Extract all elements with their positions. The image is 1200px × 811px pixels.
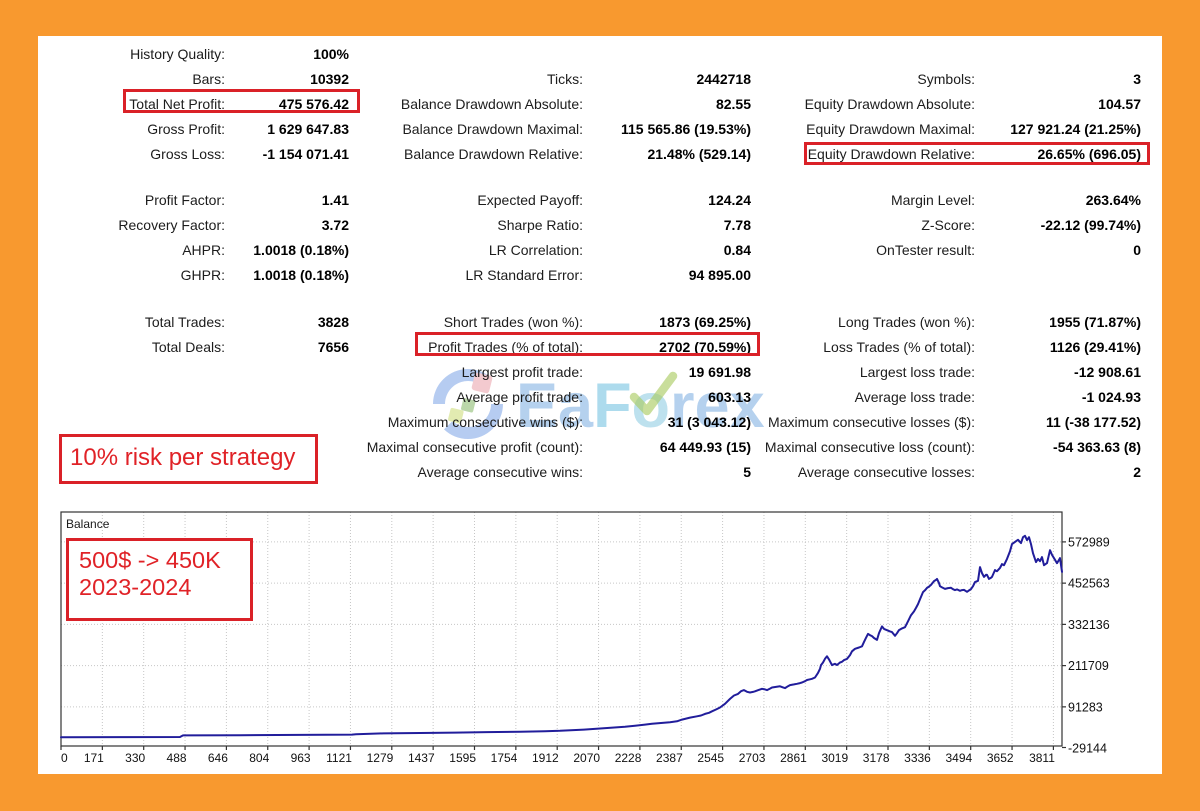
- svg-text:2703: 2703: [739, 751, 766, 765]
- svg-text:963: 963: [291, 751, 311, 765]
- svg-text:171: 171: [84, 751, 104, 765]
- svg-text:211709: 211709: [1068, 659, 1109, 673]
- svg-text:2070: 2070: [573, 751, 600, 765]
- svg-text:3019: 3019: [821, 751, 848, 765]
- svg-text:804: 804: [249, 751, 269, 765]
- svg-text:572989: 572989: [1068, 535, 1110, 549]
- svg-text:1279: 1279: [367, 751, 394, 765]
- svg-text:1595: 1595: [449, 751, 476, 765]
- svg-text:3811: 3811: [1029, 751, 1055, 765]
- svg-text:1121: 1121: [326, 751, 352, 765]
- svg-text:-29144: -29144: [1068, 742, 1107, 756]
- svg-text:3652: 3652: [987, 751, 1014, 765]
- svg-text:2228: 2228: [615, 751, 642, 765]
- svg-text:646: 646: [208, 751, 228, 765]
- svg-text:2387: 2387: [656, 751, 683, 765]
- svg-text:452563: 452563: [1068, 577, 1110, 591]
- svg-text:330: 330: [125, 751, 145, 765]
- svg-text:1437: 1437: [408, 751, 435, 765]
- svg-text:3494: 3494: [945, 751, 972, 765]
- svg-text:3178: 3178: [863, 751, 890, 765]
- svg-text:332136: 332136: [1068, 618, 1110, 632]
- svg-text:2861: 2861: [780, 751, 807, 765]
- svg-text:488: 488: [167, 751, 187, 765]
- svg-text:1754: 1754: [491, 751, 518, 765]
- svg-text:2545: 2545: [697, 751, 724, 765]
- svg-text:Balance: Balance: [66, 517, 110, 531]
- svg-text:1912: 1912: [532, 751, 559, 765]
- svg-text:0: 0: [61, 751, 68, 765]
- svg-text:91283: 91283: [1068, 700, 1103, 714]
- svg-text:3336: 3336: [904, 751, 931, 765]
